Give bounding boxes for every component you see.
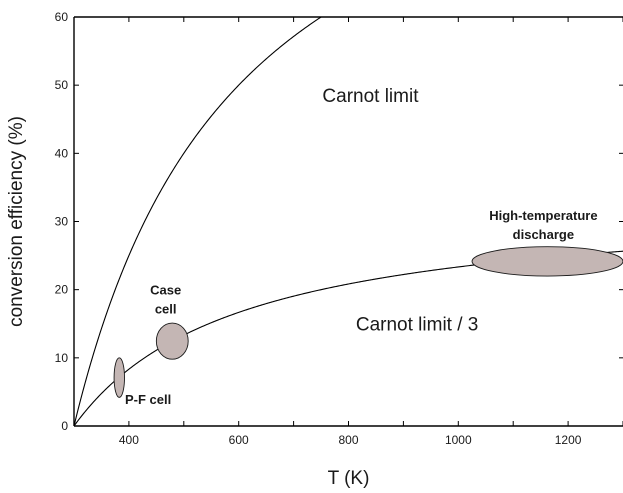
x-tick-label: 1200 <box>555 433 582 447</box>
y-tick-label: 0 <box>61 419 68 433</box>
case-cell-label: Case <box>150 282 181 297</box>
y-tick-label: 30 <box>55 215 69 229</box>
plot-content <box>74 17 623 426</box>
y-tick-label: 10 <box>55 351 69 365</box>
y-tick-label: 40 <box>55 146 69 160</box>
p-f-cell-label: P-F cell <box>125 392 171 407</box>
label-layer: P-F cell Case cell High-temperature discharg… <box>125 86 598 407</box>
y-tick-label: 60 <box>55 10 69 24</box>
case-cell-label: cell <box>155 301 177 316</box>
x-axis-title: T (K) <box>328 468 370 489</box>
x-tick-label: 1000 <box>445 433 472 447</box>
axes-layer: 0 10 20 30 40 50 60 400 600 800 1000 1200 <box>55 10 623 447</box>
y-tick-label: 50 <box>55 78 69 92</box>
x-tick-label: 400 <box>119 433 139 447</box>
region-layer <box>113 246 623 398</box>
x-tick-label: 800 <box>338 433 358 447</box>
carnot-limit-third-annotation: Carnot limit / 3 <box>356 315 478 336</box>
high-temperature-discharge-label: discharge <box>513 227 574 242</box>
carnot-limit-annotation: Carnot limit <box>322 86 419 107</box>
carnot-limit-curve <box>74 17 323 426</box>
high-temperature-discharge-label: High-temperature <box>489 208 597 223</box>
x-tick-label: 600 <box>229 433 249 447</box>
case-cell-region <box>155 322 189 360</box>
y-axis-title: conversion efficiency (%) <box>6 116 27 327</box>
p-f-cell-region <box>113 357 125 398</box>
y-tick-label: 20 <box>55 283 69 297</box>
high-temperature-discharge-region <box>471 246 623 277</box>
